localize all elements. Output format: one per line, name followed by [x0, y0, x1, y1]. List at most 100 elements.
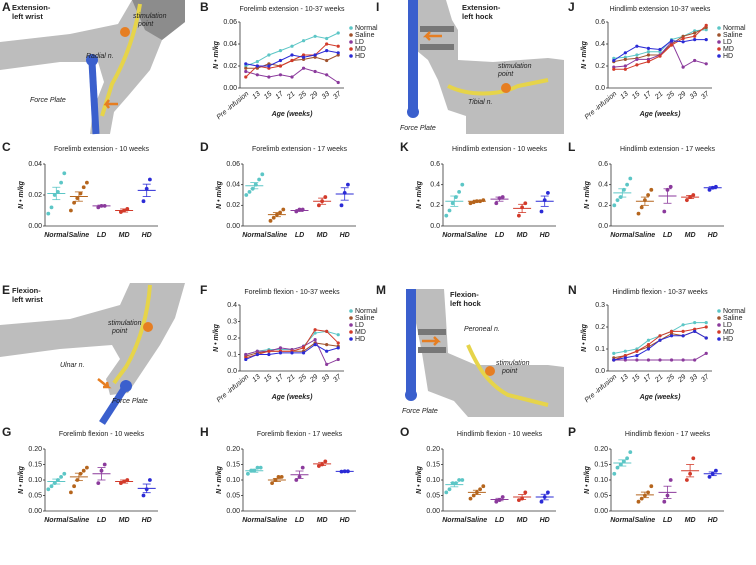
legend-marker [717, 316, 721, 320]
point [258, 465, 263, 470]
chart-title: Forelimb extension - 17 weeks [252, 146, 347, 153]
point [685, 478, 689, 482]
x-tick-label: LD [97, 232, 106, 239]
point [290, 351, 294, 355]
point [693, 329, 697, 333]
panel-letter: F [200, 283, 207, 297]
nerve [100, 3, 142, 117]
point [301, 53, 306, 57]
point [704, 23, 708, 27]
point [244, 75, 248, 79]
x-axis-label: Age (weeks) [271, 111, 314, 118]
x-tick-label: 33 [689, 374, 700, 384]
legend-marker [717, 337, 721, 341]
point [693, 58, 697, 63]
x-tick-label: 13 [619, 91, 630, 101]
point [148, 177, 152, 182]
point [56, 190, 60, 194]
point [669, 43, 674, 47]
x-tick-label: LD [495, 517, 504, 524]
panel-letter: M [376, 283, 386, 297]
diagram-title: Flexion- [12, 286, 41, 295]
point [78, 191, 83, 196]
x-tick-label: HD [540, 517, 550, 524]
legend-marker [717, 330, 721, 334]
x-tick-label: Pre -infusion [216, 91, 251, 122]
point [546, 191, 550, 195]
x-tick-label: Saline [267, 517, 288, 524]
x-tick-label: 37 [700, 90, 711, 101]
point [612, 358, 616, 362]
point [62, 171, 67, 176]
point [612, 471, 617, 476]
stim-label: point [111, 328, 128, 335]
x-tick-label: 17 [642, 373, 653, 384]
y-tick-label: 0.0 [430, 223, 440, 230]
series-line [245, 67, 339, 83]
point [268, 218, 273, 223]
point [615, 198, 620, 203]
point [618, 462, 623, 467]
panel-letter: O [400, 425, 409, 439]
point [612, 56, 616, 60]
x-tick-label: MD [317, 232, 328, 239]
point [325, 42, 329, 46]
point [691, 456, 696, 461]
x-tick-label: HD [142, 232, 152, 239]
point [257, 177, 261, 182]
legend-label: Saline [355, 315, 375, 322]
stim-label: point [137, 21, 154, 28]
point [270, 481, 274, 485]
legend-marker [717, 54, 721, 58]
stim-label: stimulation [108, 320, 142, 327]
point [325, 49, 329, 53]
x-tick-label: Normal [610, 517, 635, 524]
y-tick-label: 0.6 [595, 19, 605, 26]
plate-knob [405, 389, 417, 401]
point [468, 201, 473, 206]
panel-letter: A [2, 0, 11, 14]
point [625, 182, 629, 187]
y-tick-label: 0.00 [223, 85, 237, 92]
point [636, 499, 641, 504]
legend-marker [717, 323, 721, 327]
point [693, 321, 697, 325]
nerve-label: Tibial n. [468, 99, 493, 106]
x-tick-label: Normal [44, 232, 69, 239]
point [336, 31, 340, 35]
point [681, 36, 685, 41]
point [279, 475, 284, 479]
x-tick-label: Pre -infusion [584, 374, 619, 405]
point [85, 465, 89, 470]
y-tick-label: 0.10 [28, 477, 42, 484]
legend-label: LD [355, 39, 364, 46]
point [49, 205, 54, 210]
point [267, 352, 271, 357]
y-tick-label: 0.02 [226, 202, 240, 209]
y-tick-label: 0.3 [595, 302, 605, 309]
x-tick-label: 15 [263, 91, 274, 101]
point [704, 28, 708, 32]
point [276, 475, 281, 479]
x-tick-label: Saline [635, 517, 656, 524]
point [612, 58, 616, 63]
point [313, 53, 317, 57]
legend-marker [717, 26, 721, 30]
point [244, 357, 248, 362]
y-tick-label: 0.2 [595, 324, 605, 331]
point [623, 64, 627, 68]
x-tick-label: Pre -infusion [216, 374, 251, 405]
x-tick-label: 33 [321, 374, 332, 384]
point [447, 487, 452, 492]
plate-label: Force Plate [402, 408, 438, 415]
point [290, 44, 294, 48]
diagram-i: I Extension- left hock stimulation point… [376, 0, 564, 134]
legend-marker [349, 26, 353, 30]
point [636, 211, 641, 216]
diagram-e: E Flexion- left wrist stimulation point … [0, 283, 185, 425]
diagram-title: left wrist [12, 295, 43, 304]
x-tick-label: Saline [635, 232, 656, 239]
stim-dot [143, 322, 153, 332]
point [336, 44, 340, 48]
y-tick-label: 0.2 [430, 202, 440, 209]
